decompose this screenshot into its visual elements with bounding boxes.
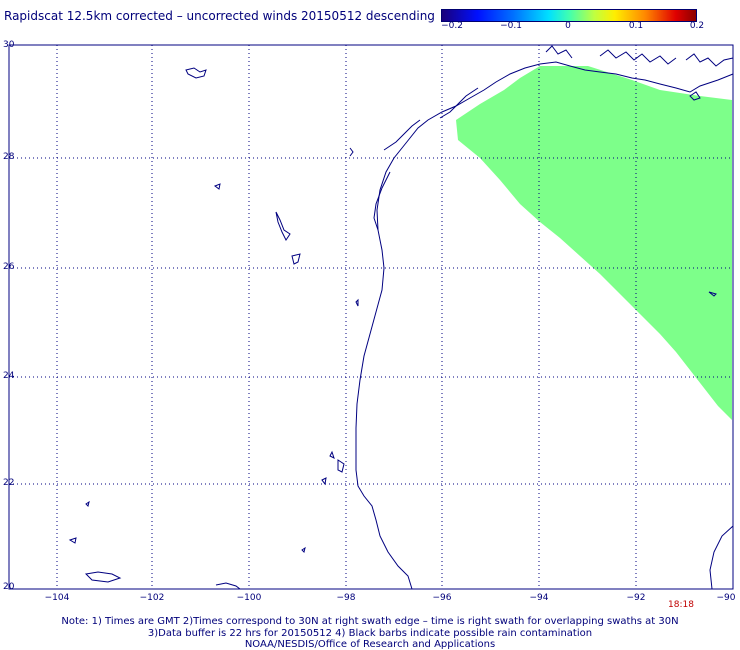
colorbar-tick: −0.1 [500, 21, 522, 31]
lat-label: 30 [3, 40, 15, 50]
lon-label: −104 [44, 593, 70, 603]
map-title: Rapidscat 12.5km corrected – uncorrected… [4, 9, 435, 23]
note-line-1: Note: 1) Times are GMT 2)Times correspon… [61, 616, 679, 627]
lat-label: 24 [3, 371, 15, 381]
colorbar [441, 9, 697, 22]
colorbar-tick: −0.2 [441, 21, 463, 31]
lon-label: −92 [626, 593, 646, 603]
colorbar-tick: 0 [565, 21, 571, 31]
note-line-2: 3)Data buffer is 22 hrs for 20150512 4) … [147, 628, 593, 639]
lon-label: −90 [716, 593, 736, 603]
lat-label: 26 [3, 262, 15, 272]
lat-label: 20 [3, 582, 15, 592]
lon-label: −100 [236, 593, 262, 603]
colorbar-tick: 0.2 [689, 21, 705, 31]
islands [68, 67, 359, 590]
lon-label: −94 [529, 593, 549, 603]
swath-time: 18:18 [668, 600, 694, 610]
lon-label: −96 [432, 593, 452, 603]
lon-label: −98 [336, 593, 356, 603]
lon-label: −102 [139, 593, 165, 603]
map-frame [8, 44, 734, 590]
coastline [349, 45, 734, 590]
lat-label: 28 [3, 152, 15, 162]
lat-label: 22 [3, 478, 15, 488]
colorbar-tick: 0.1 [628, 21, 644, 31]
note-line-3: NOAA/NESDIS/Office of Research and Appli… [244, 639, 496, 650]
graticule [9, 45, 733, 589]
wind-swath [456, 66, 732, 420]
